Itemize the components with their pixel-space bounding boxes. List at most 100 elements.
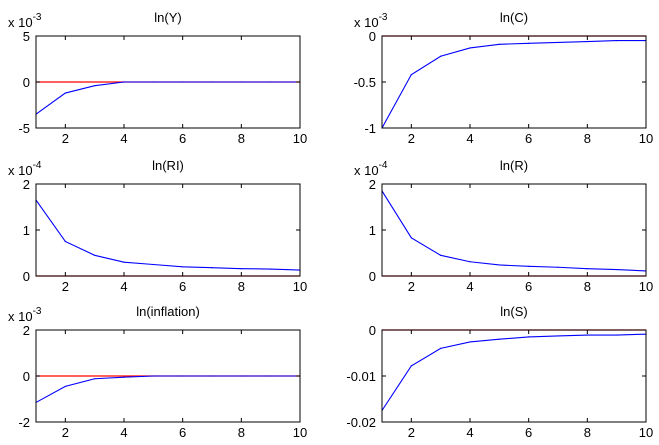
data-point [270, 268, 272, 270]
x-tick-label: 6 [525, 131, 532, 146]
data-point [64, 240, 66, 243]
data-point [182, 81, 184, 83]
data-point [182, 375, 184, 377]
x-tick-label: 8 [238, 279, 245, 294]
y-tick-label: -1 [364, 121, 376, 136]
panel-2: 2 4 6 8 10 -1 -0.5 0 ln(C) x 10-3 [354, 10, 654, 146]
scale-multiplier: x 10-3 [8, 12, 42, 30]
data-point [586, 268, 588, 270]
x-tick-label: 8 [584, 279, 591, 294]
x-tick-label: 6 [179, 279, 186, 294]
x-tick-label: 10 [293, 131, 307, 146]
x-tick-label: 8 [584, 425, 591, 440]
data-point [240, 268, 242, 270]
data-point [440, 347, 442, 349]
panel-1: 2 4 6 8 10 -5 0 5 ln(Y) x 10-3 [8, 10, 307, 146]
data-point [440, 254, 442, 256]
data-point [94, 85, 96, 87]
y-tick-label: -5 [18, 121, 30, 136]
axes-box [381, 183, 647, 277]
axes-box [381, 35, 647, 129]
data-point [616, 268, 618, 271]
panel-title: ln(RI) [152, 158, 184, 173]
axes-box [35, 183, 301, 277]
x-tick-label: 10 [639, 425, 653, 440]
x-tick-label: 4 [120, 131, 127, 146]
x-tick-label: 4 [466, 425, 473, 440]
data-point [211, 375, 213, 377]
x-tick-label: 6 [525, 425, 532, 440]
series-line [35, 81, 300, 115]
y-tick-label: 1 [369, 223, 376, 238]
data-point [616, 40, 618, 42]
scale-multiplier: x 10-4 [8, 160, 42, 178]
data-point [586, 40, 588, 43]
scale-multiplier: x 10-3 [8, 306, 42, 324]
x-tick-label: 8 [584, 131, 591, 146]
x-tick-label: 10 [293, 425, 307, 440]
data-point [64, 385, 66, 387]
panel-5: 2 4 6 8 10 -2 0 2 ln(inflation) x 10-3 [8, 304, 307, 440]
data-point [123, 376, 125, 378]
x-tick-label: 10 [639, 279, 653, 294]
panel-3: 2 4 6 8 10 0 1 2 ln(RI) x 10-4 [8, 158, 307, 294]
data-point [469, 341, 471, 343]
x-tick-label: 8 [238, 131, 245, 146]
scale-multiplier: x 10-3 [354, 12, 388, 30]
x-tick-label: 4 [120, 425, 127, 440]
data-point [211, 267, 213, 269]
data-point [270, 81, 272, 83]
data-point [586, 334, 588, 336]
y-tick-label: 2 [369, 177, 376, 192]
x-tick-label: 2 [62, 131, 69, 146]
series-line [381, 333, 647, 411]
x-tick-label: 4 [466, 131, 473, 146]
y-tick-label: 0 [23, 269, 30, 284]
data-point [498, 43, 500, 45]
data-point [410, 237, 412, 239]
x-tick-label: 2 [408, 425, 415, 440]
data-point [152, 81, 154, 83]
panel-6: 2 4 6 8 10 -0.02 -0.01 0 ln(S) [346, 304, 653, 440]
y-tick-label: 1 [23, 223, 30, 238]
x-tick-label: 4 [466, 279, 473, 294]
x-tick-label: 4 [120, 279, 127, 294]
data-point [440, 55, 442, 57]
x-tick-label: 2 [62, 279, 69, 294]
series-line [381, 190, 647, 272]
data-point [64, 92, 66, 94]
y-tick-label: 0 [369, 323, 376, 338]
data-point [182, 266, 184, 268]
y-tick-label: 0 [23, 75, 30, 90]
data-point [240, 81, 242, 83]
data-point [616, 334, 618, 336]
y-tick-label: 2 [23, 323, 30, 338]
y-tick-label: -2 [18, 415, 30, 430]
series-line [35, 375, 300, 403]
axes-box [381, 329, 647, 423]
y-tick-label: -0.5 [354, 75, 376, 90]
x-tick-label: 2 [408, 279, 415, 294]
data-point [94, 254, 96, 256]
x-tick-label: 6 [179, 131, 186, 146]
panel-title: ln(R) [500, 158, 528, 173]
x-tick-label: 10 [639, 131, 653, 146]
x-tick-label: 6 [525, 279, 532, 294]
y-tick-label: 0 [369, 269, 376, 284]
x-tick-label: 2 [62, 425, 69, 440]
data-point [557, 266, 559, 268]
data-point [152, 375, 154, 377]
data-point [528, 42, 530, 44]
y-tick-label: 0 [369, 29, 376, 44]
data-point [498, 338, 500, 340]
data-point [270, 375, 272, 377]
panel-title: ln(Y) [154, 10, 181, 25]
data-point [469, 261, 471, 263]
data-point [410, 365, 412, 367]
y-tick-label: 5 [23, 29, 30, 44]
data-point [123, 261, 125, 263]
data-point [152, 263, 154, 266]
data-point [211, 81, 213, 83]
x-tick-label: 8 [238, 425, 245, 440]
panel-title: ln(inflation) [136, 304, 200, 319]
